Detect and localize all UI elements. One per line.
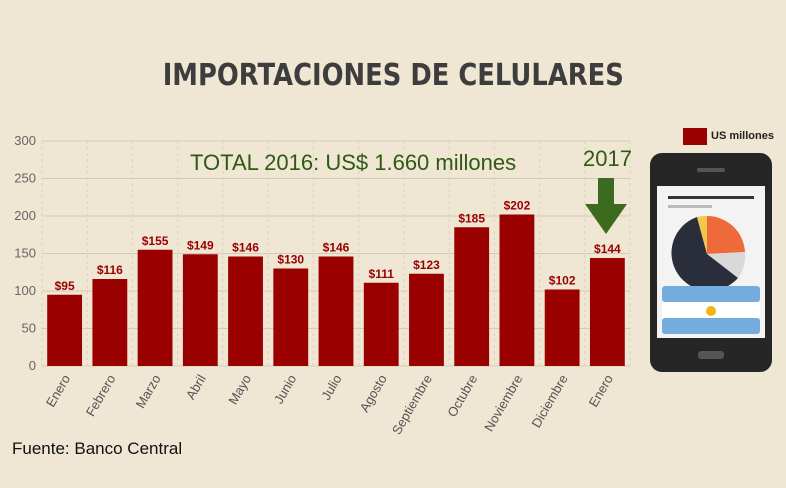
source-note: Fuente: Banco Central bbox=[12, 439, 183, 458]
total-annotation: TOTAL 2016: US$ 1.660 millones bbox=[190, 150, 517, 175]
x-tick-label: Febrero bbox=[83, 372, 119, 419]
x-tick-label: Mayo bbox=[225, 372, 254, 407]
value-label: $111 bbox=[369, 267, 395, 281]
bar bbox=[273, 268, 309, 366]
x-tick-label: Enero bbox=[43, 372, 73, 410]
y-tick-label: 250 bbox=[14, 171, 36, 186]
x-tick-label: Marzo bbox=[133, 372, 164, 411]
bar bbox=[228, 256, 263, 366]
y-tick-label: 0 bbox=[29, 358, 36, 373]
y-tick-label: 300 bbox=[14, 133, 36, 148]
bar bbox=[454, 227, 490, 366]
x-tick-label: Diciembre bbox=[529, 372, 571, 430]
value-label: $185 bbox=[458, 211, 485, 225]
bar bbox=[363, 282, 399, 366]
bar bbox=[589, 258, 625, 366]
year-2017-label: 2017 bbox=[583, 146, 632, 171]
bar bbox=[47, 294, 83, 366]
value-label: $116 bbox=[97, 263, 123, 277]
value-label: $146 bbox=[323, 241, 350, 255]
value-label: $95 bbox=[55, 279, 75, 293]
bar bbox=[92, 279, 128, 366]
value-label: $102 bbox=[549, 274, 576, 288]
bar bbox=[137, 249, 173, 366]
x-tick-label: Octubre bbox=[444, 372, 480, 420]
x-axis: Enero Febrero Marzo Abril Mayo Junio Julio Agos… bbox=[43, 372, 616, 437]
y-tick-label: 50 bbox=[22, 321, 36, 336]
bar bbox=[409, 273, 444, 366]
y-tick-label: 200 bbox=[14, 208, 36, 223]
value-label: $123 bbox=[413, 258, 440, 272]
y-axis: 0 50 100 150 200 250 300 bbox=[14, 133, 36, 373]
down-arrow-icon bbox=[585, 178, 627, 234]
y-tick-label: 100 bbox=[14, 283, 36, 298]
bar bbox=[499, 214, 535, 366]
value-label: $146 bbox=[232, 241, 259, 255]
smartphone-icon bbox=[650, 153, 772, 372]
value-label: $149 bbox=[187, 238, 214, 252]
y-tick-label: 150 bbox=[14, 246, 36, 261]
bar bbox=[318, 256, 354, 366]
legend-swatch bbox=[683, 127, 707, 145]
legend: US millones bbox=[683, 127, 774, 145]
x-tick-label: Septiembre bbox=[389, 372, 435, 437]
x-tick-label: Abril bbox=[183, 372, 209, 402]
x-tick-label: Julio bbox=[318, 372, 344, 403]
value-label: $155 bbox=[142, 234, 169, 248]
x-tick-label: Junio bbox=[271, 372, 300, 406]
legend-label: US millones bbox=[711, 130, 774, 142]
x-tick-label: Enero bbox=[586, 372, 616, 410]
value-label: $130 bbox=[277, 253, 304, 267]
bars bbox=[47, 214, 625, 366]
value-label: $202 bbox=[504, 199, 531, 213]
chart-title: IMPORTACIONES DE CELULARES bbox=[162, 58, 624, 93]
x-tick-label: Agosto bbox=[357, 372, 390, 415]
x-tick-label: Noviembre bbox=[481, 372, 525, 434]
bar bbox=[544, 289, 580, 366]
bar bbox=[182, 254, 218, 366]
value-label: $144 bbox=[594, 242, 621, 256]
value-labels: $95 $116 $155 $149 $146 $130 $146 $111 $123 $185 $… bbox=[55, 199, 621, 293]
